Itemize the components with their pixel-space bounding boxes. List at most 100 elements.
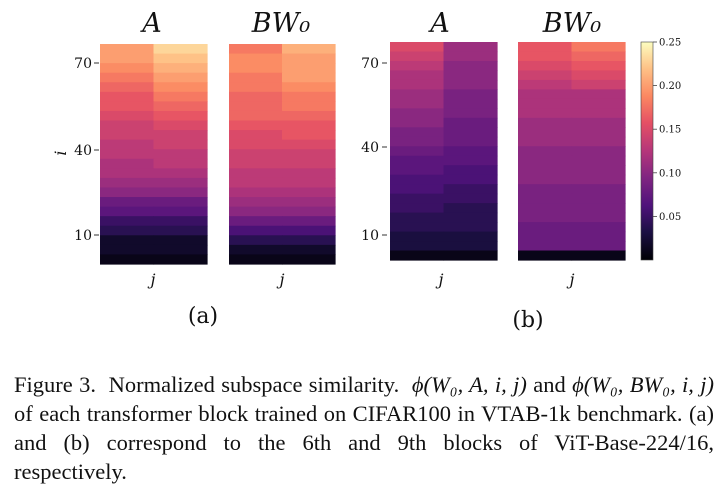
heatmap-cell [390, 146, 445, 157]
heatmap-cell [282, 206, 336, 217]
heatmap-cell [518, 79, 573, 90]
heatmap-cell [153, 44, 208, 55]
heatmap-cell [571, 60, 626, 72]
panel-a-ylabel: i [51, 150, 70, 155]
panel-a-ytick-10: 10 [74, 228, 92, 244]
heatmap-cell [571, 146, 626, 157]
panel-a-ytick-40: 40 [74, 143, 92, 159]
heatmap-cell [229, 225, 283, 236]
heatmap-cell [443, 222, 498, 233]
caption-text-1: Normalized subspace similarity. [108, 372, 400, 397]
heatmap-cell [229, 235, 283, 246]
heatmap-cell [518, 127, 573, 138]
heatmap-cell [571, 42, 626, 53]
colorbar-gradient [640, 41, 654, 261]
heatmap-cell [571, 165, 626, 176]
heatmap-cell [282, 130, 336, 141]
heatmap-cell [100, 91, 155, 102]
heatmap-cell [229, 149, 283, 160]
heatmap-cell [229, 244, 283, 256]
heatmap-cell [153, 53, 208, 64]
heatmap-cell [390, 42, 445, 53]
heatmap-cell [100, 44, 155, 55]
heatmap-cell [443, 51, 498, 62]
heatmap-cell [443, 42, 498, 53]
heatmap-cell [390, 203, 445, 214]
heatmap-cell [571, 127, 626, 138]
heatmap-cell [390, 70, 445, 81]
colorbar-tick-label: 0.10 [659, 168, 681, 179]
panel-a: A BW₀ i 70 40 10 j j (a) [51, 8, 336, 329]
heatmap-cell [443, 117, 498, 128]
panel-a-title-BW0: BW₀ [251, 8, 311, 39]
heatmap-cell [100, 53, 155, 64]
heatmap-cell [443, 108, 498, 119]
heatmap-cell [518, 222, 573, 233]
heatmap-cell [100, 149, 155, 160]
heatmap-cell [282, 44, 336, 55]
heatmap-cell [229, 82, 283, 93]
heatmap-cell [518, 98, 573, 109]
caption-formula-2: ϕ(W₀, BW₀, i, j) [572, 372, 715, 397]
heatmap-cell [100, 244, 155, 256]
heatmap-cell [390, 250, 445, 261]
heatmap-cell [229, 101, 283, 112]
heatmap-cell [518, 136, 573, 147]
heatmap-cell [282, 225, 336, 236]
colorbar-tick-label: 0.25 [659, 38, 681, 49]
heatmap-cell [518, 70, 573, 81]
heatmap-cell [571, 136, 626, 147]
heatmap-cell [282, 187, 336, 198]
heatmap-cell [571, 89, 626, 100]
heatmap-cell [443, 184, 498, 195]
heatmap-cell [282, 197, 336, 208]
heatmap-cell [443, 98, 498, 109]
colorbar-tick-label: 0.15 [659, 125, 681, 136]
caption-label: Figure 3. [14, 372, 96, 397]
heatmap-cell [518, 108, 573, 119]
heatmap-cell [282, 244, 336, 256]
heatmap-cell [518, 60, 573, 72]
heatmap-cell [390, 222, 445, 233]
heatmap-cell [571, 193, 626, 204]
heatmap-cell [443, 146, 498, 157]
heatmap-cell [282, 72, 336, 83]
heatmap-cell [443, 60, 498, 72]
colorbar-ticks: 0.05 0.10 0.15 0.20 0.25 [653, 38, 681, 223]
heatmap-cell [518, 165, 573, 176]
heatmap-cell [100, 63, 155, 74]
heatmap-cell [390, 51, 445, 62]
heatmap-cell [282, 91, 336, 102]
heatmap-cell [100, 139, 155, 150]
heatmap-cell [153, 101, 208, 112]
heatmap-cell [571, 108, 626, 119]
heatmap-cell [571, 117, 626, 128]
heatmap-cell [390, 117, 445, 128]
heatmap-a-BW0 [229, 44, 336, 265]
panel-b: A BW₀ 70 40 10 j j (b) [361, 8, 626, 333]
heatmap-cell [571, 222, 626, 233]
caption-formula-1: ϕ(W₀, A, i, j) [411, 372, 527, 397]
heatmap-cell [390, 60, 445, 72]
heatmap-cell [229, 187, 283, 198]
heatmap-cell [282, 254, 336, 265]
heatmap-cell [153, 225, 208, 236]
heatmap-cell [390, 165, 445, 176]
heatmap-cell [571, 79, 626, 90]
heatmap-cell [443, 127, 498, 138]
heatmap-cell [443, 155, 498, 166]
heatmap-cell [100, 187, 155, 198]
heatmap-cell [390, 184, 445, 195]
heatmap-cell [153, 72, 208, 83]
heatmap-cell [282, 168, 336, 179]
figure-caption: Figure 3. Normalized subspace similarity… [14, 370, 714, 486]
heatmap-cell [282, 139, 336, 150]
heatmap-cell [443, 212, 498, 223]
heatmap-cell [443, 250, 498, 261]
heatmap-cell [443, 203, 498, 214]
heatmap-cell [282, 63, 336, 74]
heatmap-cell [100, 158, 155, 169]
heatmap-cell [282, 216, 336, 227]
heatmap-cell [390, 79, 445, 90]
heatmap-cell [153, 149, 208, 160]
